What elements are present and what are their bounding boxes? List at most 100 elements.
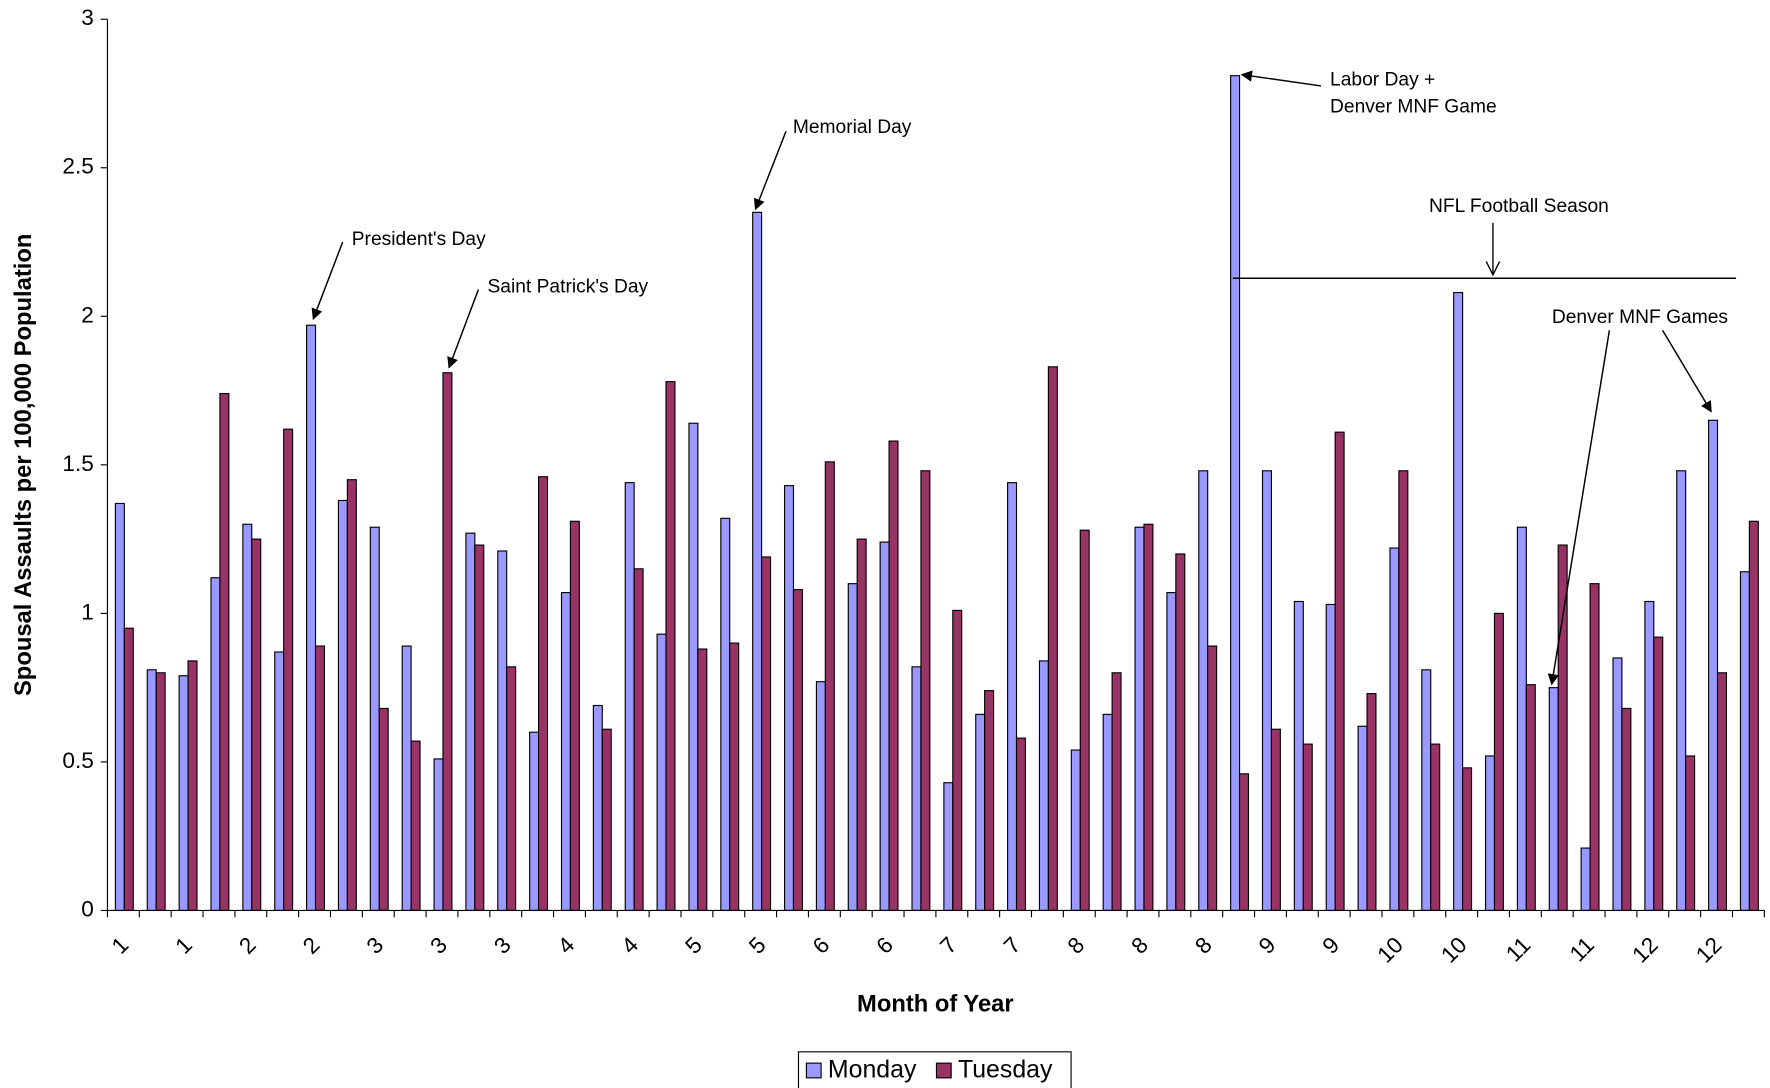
bar [219,392,230,912]
y-tick-label: 0 [81,896,94,921]
bar [856,538,867,912]
bar [920,470,931,912]
x-tick-label: 7 [935,932,962,959]
bar [1484,755,1496,912]
bar [888,440,899,912]
bar [1389,547,1400,912]
annotation: Denver MNF Games [1552,307,1728,328]
bar [879,541,890,912]
x-tick-label: 3 [425,932,452,959]
x-tick-label: 8 [1190,932,1217,959]
bar [529,731,540,912]
bar [1102,713,1113,912]
bar [506,666,517,912]
bar [187,660,198,912]
bar [155,672,166,912]
bar [1038,660,1049,912]
x-tick-label: 3 [362,932,389,959]
bar [1230,75,1241,912]
x-tick-label: 12 [1627,932,1662,967]
annotation: President's Day [352,229,486,250]
bar [274,651,285,912]
bar [1357,725,1368,912]
x-tick-label: 1 [171,932,198,959]
bar [984,690,995,912]
bar [537,476,549,912]
bar [688,422,699,912]
bar [1748,520,1759,912]
y-tick-label: 2.5 [62,154,93,179]
legend-label: Tuesday [958,1056,1053,1084]
annotation: Denver MNF Game [1330,97,1497,118]
legend-swatch [805,1062,822,1079]
bar [592,704,603,912]
bar [1612,657,1623,912]
bar [242,523,253,912]
x-tick-label: 7 [999,932,1026,959]
bar [114,502,125,912]
x-tick-label: 4 [553,932,580,959]
bar [752,211,763,912]
annotation-arrow [1547,330,1611,686]
bar [1238,773,1250,912]
bar [697,648,708,912]
x-tick-label: 5 [744,932,771,959]
y-tick-label: 3 [81,5,94,30]
annotation: Labor Day + [1330,69,1435,90]
annotation: Saint Patrick's Day [487,276,648,297]
annotation: Memorial Day [793,117,912,138]
x-axis-title: Month of Year [857,991,1014,1018]
x-tick-label: 12 [1691,932,1726,967]
bar [410,740,421,912]
bar [815,681,826,912]
bar [729,642,740,912]
plot-root: 00.511.522.531 1 2 2 3 3 3 4 4 5 5 6 6 7 7 8 8 8 9 9 10 10 11 1… [10,5,1765,1088]
bar [1676,470,1687,912]
bar [1739,571,1750,912]
bar [1007,482,1018,912]
bar [720,517,731,912]
bar [1047,366,1058,912]
x-tick-label: 10 [1436,932,1471,967]
bar [1430,743,1441,912]
bar [1548,687,1559,912]
bar [1134,526,1145,912]
bar [792,589,803,912]
bar [465,532,476,912]
bar [665,381,676,912]
bar [601,728,612,912]
bar [560,592,571,912]
y-axis-title: Spousal Assaults per 100,000 Population [10,234,37,696]
bar [1621,707,1632,912]
bar [1708,419,1719,912]
bar [975,713,986,912]
x-tick-label: 2 [298,932,325,959]
bar [943,782,954,912]
bar [656,633,667,912]
annotation-arrow [753,130,787,211]
bar [474,544,485,912]
bar [1111,672,1122,912]
bar [210,577,221,912]
x-tick-label: 3 [489,932,516,959]
legend-label: Monday [828,1056,917,1084]
y-tick-label: 1 [81,599,94,624]
bar [497,550,508,912]
bar [633,568,644,912]
bar [1398,470,1409,912]
annotation-arrow [311,241,344,320]
y-tick-label: 2 [81,302,94,327]
x-tick-label: 11 [1565,932,1599,966]
bar [346,479,357,912]
bar [1453,291,1464,912]
bar [1334,431,1345,912]
x-tick-label: 1 [107,932,134,959]
bar [1207,645,1218,912]
bar [1580,847,1591,912]
bar [1270,728,1281,912]
bar [146,669,157,912]
bar [1493,612,1504,912]
x-tick-label: 4 [617,932,644,959]
